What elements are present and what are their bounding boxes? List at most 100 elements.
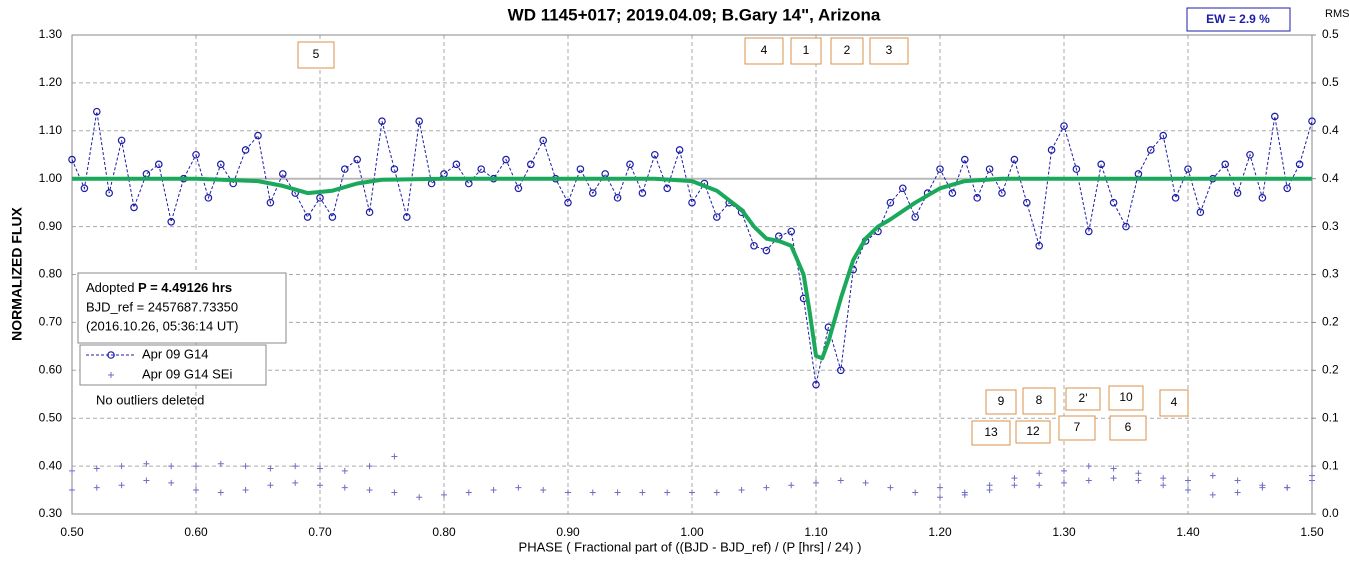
data-point: [1233, 189, 1242, 197]
y2-tick-label: 0.1: [1322, 458, 1339, 472]
data-point: [1284, 484, 1291, 491]
data-point: [1097, 160, 1106, 169]
data-point: [836, 366, 845, 375]
legend-marker: [107, 351, 115, 359]
data-point: [1271, 112, 1279, 121]
data-point: [564, 198, 572, 207]
annotation-label: 4: [1171, 395, 1178, 409]
y-axis-label: NORMALIZED FLUX: [9, 206, 25, 340]
annotation-label: 12: [1026, 424, 1040, 438]
data-point: [117, 136, 126, 145]
data-point: [1036, 470, 1043, 477]
info-text: (2016.10.26, 05:36:14 UT): [86, 318, 239, 333]
data-point: [168, 463, 175, 470]
x-tick-label: 1.30: [1052, 525, 1076, 539]
data-point: [936, 165, 944, 173]
data-point: [1036, 482, 1043, 489]
data-point: [317, 465, 323, 472]
annotation-box: [1015, 420, 1051, 444]
data-point: [973, 194, 982, 202]
annotation-box: [1159, 389, 1189, 417]
data-point: [813, 479, 819, 486]
data-point: [341, 467, 348, 474]
data-point: [1023, 198, 1031, 207]
data-point: [391, 489, 398, 496]
data-point: [1135, 477, 1142, 484]
annotation-label: 9: [998, 394, 1005, 408]
data-point: [167, 218, 176, 226]
data-point: [341, 484, 348, 491]
data-point: [155, 160, 163, 169]
data-point: [1060, 122, 1068, 130]
data-point: [1147, 146, 1155, 154]
data-point: [415, 117, 424, 126]
info-text: Adopted P = 4.49126 hrs: [86, 280, 232, 295]
y2-tick-label: 0.0: [1322, 506, 1339, 520]
data-point: [1171, 194, 1180, 202]
data-point: [514, 184, 523, 193]
data-point: [69, 467, 75, 474]
annotation-box: [790, 37, 822, 65]
ew-label: EW = 2.9 %: [1206, 12, 1270, 26]
data-point: [664, 489, 671, 496]
data-point: [1110, 465, 1117, 472]
data-point: [650, 150, 659, 159]
data-point: [639, 489, 646, 496]
data-point: [490, 487, 497, 494]
data-point: [378, 117, 386, 126]
data-point: [193, 487, 199, 494]
y-tick-label: 1.00: [39, 171, 63, 185]
data-point: [217, 160, 225, 169]
x-tick-label: 1.10: [804, 525, 828, 539]
data-point: [638, 189, 647, 197]
legend-marker: [108, 372, 114, 378]
annotation-label: 8: [1036, 393, 1043, 407]
data-point: [366, 463, 373, 470]
data-point: [1185, 487, 1191, 494]
data-point: [948, 189, 957, 197]
data-point: [353, 155, 362, 164]
data-point: [1072, 165, 1081, 173]
annotation-box: [1022, 387, 1056, 415]
x-tick-label: 1.00: [680, 525, 704, 539]
data-point: [887, 484, 894, 491]
x-tick-label: 1.20: [928, 525, 952, 539]
data-point: [93, 484, 100, 491]
data-point: [515, 484, 522, 491]
x-axis-label: PHASE ( Fractional part of ((BJD - BJD_r…: [519, 539, 862, 554]
annotation-box: [1108, 385, 1144, 411]
data-point: [588, 189, 597, 197]
data-point: [1246, 150, 1254, 159]
data-point: [391, 453, 398, 460]
data-point: [738, 487, 745, 494]
data-point: [985, 165, 994, 173]
x-tick-label: 1.50: [1300, 525, 1324, 539]
annotation-label: 1: [803, 43, 810, 57]
data-point: [1011, 475, 1018, 482]
data-point: [390, 165, 399, 173]
data-point: [267, 465, 274, 472]
y-tick-label: 0.30: [39, 506, 63, 520]
annotation-box: [985, 389, 1017, 415]
annotation-label: 13: [984, 425, 998, 439]
info-text-bold: P = 4.49126 hrs: [138, 280, 232, 295]
data-point: [1259, 482, 1266, 489]
data-point: [365, 208, 374, 217]
data-point: [502, 155, 510, 164]
data-point: [366, 487, 373, 494]
data-point: [787, 227, 796, 236]
annotation-label: 5: [313, 47, 320, 61]
data-point: [1283, 184, 1292, 193]
data-point: [441, 491, 447, 498]
annotation-label: 10: [1119, 390, 1133, 404]
y-tick-label: 0.40: [39, 458, 63, 472]
data-point: [663, 184, 672, 193]
annotation-box: [297, 41, 335, 69]
data-point: [837, 477, 844, 484]
y2-tick-label: 0.2: [1322, 315, 1339, 329]
ew-box: [1186, 7, 1291, 32]
data-point: [1185, 477, 1191, 484]
data-point: [93, 465, 100, 472]
data-point: [193, 463, 199, 470]
